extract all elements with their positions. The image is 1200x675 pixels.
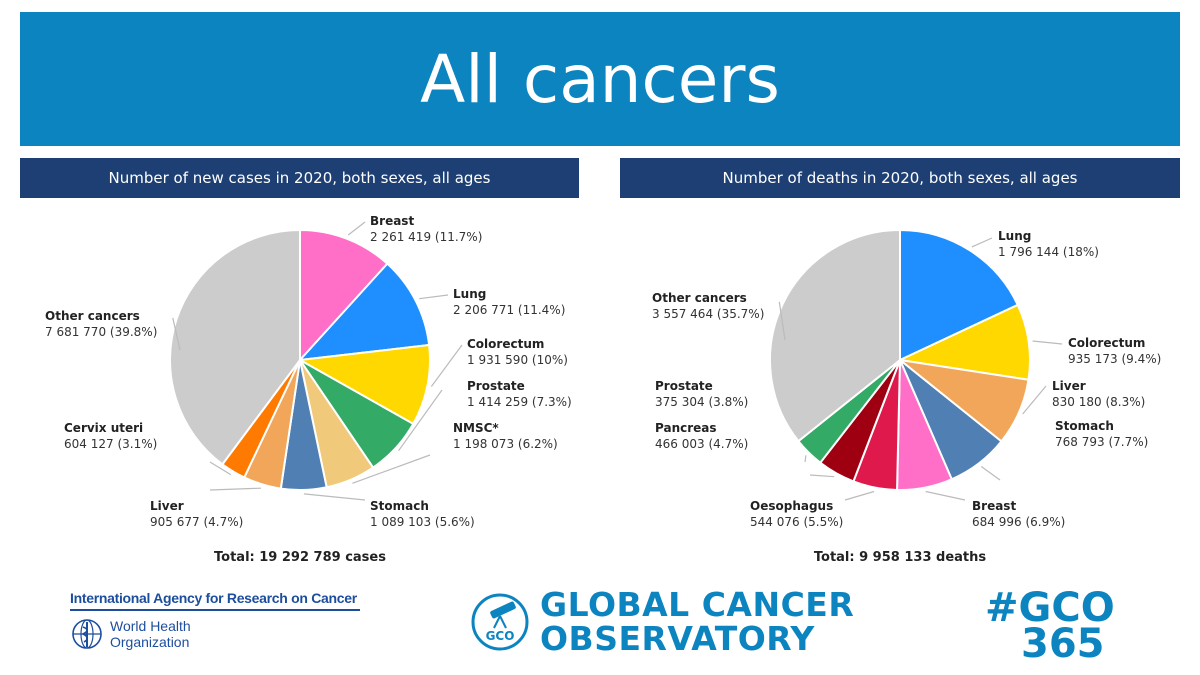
- leader-line-pancreas: [809, 474, 835, 478]
- page-title: All cancers: [420, 40, 780, 118]
- leader-line-breast: [347, 221, 366, 236]
- leader-line-nmsc: [352, 454, 431, 484]
- slice-label-lung: Lung: [453, 287, 486, 301]
- gco-line-2: OBSERVATORY: [540, 619, 815, 658]
- leader-line-liver: [1022, 385, 1047, 415]
- slice-label-cervix-uteri: Cervix uteri: [64, 421, 143, 435]
- leader-line-other-cancers: [778, 301, 786, 341]
- leader-line-stomach: [980, 466, 1001, 481]
- slice-value-oesophagus: 544 076 (5.5%): [750, 515, 843, 529]
- leader-line-prostate: [804, 455, 807, 463]
- slice-value-liver: 830 180 (8.3%): [1052, 395, 1145, 409]
- slice-value-nmsc: 1 198 073 (6.2%): [453, 437, 558, 451]
- new-cases-total: Total: 19 292 789 cases: [214, 550, 386, 565]
- leader-line-breast: [925, 490, 966, 501]
- hashtag-line-2: 365: [1021, 621, 1105, 667]
- iarc-who-logo: International Agency for Research on Can…: [70, 590, 360, 651]
- slice-value-stomach: 768 793 (7.7%): [1055, 435, 1148, 449]
- title-banner: All cancers: [20, 12, 1180, 146]
- slice-label-liver: Liver: [150, 499, 184, 513]
- pie-slice-lung: [899, 228, 1020, 362]
- gco-logo: GCO GLOBAL CANCER OBSERVATORY: [470, 588, 854, 656]
- slice-label-prostate: Prostate: [467, 379, 525, 393]
- new-cases-header: Number of new cases in 2020, both sexes,…: [20, 158, 579, 198]
- slice-value-liver: 905 677 (4.7%): [150, 515, 243, 529]
- pie-slice-lung: [297, 262, 431, 362]
- slice-label-breast: Breast: [972, 499, 1016, 513]
- pie-slice-colorectum: [896, 303, 1031, 381]
- gco-line-1: GLOBAL CANCER: [540, 585, 855, 624]
- slice-label-prostate: Prostate: [655, 379, 713, 393]
- slice-value-prostate: 375 304 (3.8%): [655, 395, 748, 409]
- pie-slice-other-cancers: [168, 228, 301, 466]
- slice-label-nmsc: NMSC*: [453, 421, 499, 435]
- slice-label-other-cancers: Other cancers: [652, 291, 747, 305]
- slice-label-stomach: Stomach: [370, 499, 429, 513]
- leader-line-prostate: [398, 389, 443, 452]
- slice-value-other-cancers: 3 557 464 (35.7%): [652, 307, 764, 321]
- slice-label-breast: Breast: [370, 214, 414, 228]
- leader-line-colorectum: [1032, 340, 1063, 345]
- hashtag-line-1: #GCO: [985, 585, 1115, 631]
- iarc-name: International Agency for Research on Can…: [70, 590, 360, 611]
- deaths-header: Number of deaths in 2020, both sexes, al…: [620, 158, 1180, 198]
- slice-label-colorectum: Colorectum: [1068, 336, 1145, 350]
- slice-value-other-cancers: 7 681 770 (39.8%): [45, 325, 157, 339]
- slice-value-stomach: 1 089 103 (5.6%): [370, 515, 475, 529]
- new-cases-pie-chart: Breast 2 261 419 (11.7%) Lung 2 206 771 (11…: [45, 214, 572, 529]
- leader-line-stomach: [303, 493, 366, 501]
- slice-label-colorectum: Colorectum: [467, 337, 544, 351]
- pie-slice-other-cancers: [769, 228, 901, 443]
- pie-slice-breast: [299, 228, 389, 363]
- leader-line-oesophagus: [844, 490, 875, 501]
- slice-label-liver: Liver: [1052, 379, 1086, 393]
- pie-slice-colorectum: [296, 343, 431, 426]
- leader-line-cervix-uteri: [209, 461, 232, 476]
- deaths-pie-chart: Lung 1 796 144 (18%) Colorectum 935 173 (9.…: [652, 228, 1161, 529]
- gco-badge-text: GCO: [486, 629, 515, 643]
- gco-telescope-icon: GCO: [471, 593, 529, 651]
- slice-value-colorectum: 1 931 590 (10%): [467, 353, 568, 367]
- slice-value-prostate: 1 414 259 (7.3%): [467, 395, 572, 409]
- slice-value-cervix-uteri: 604 127 (3.1%): [64, 437, 157, 451]
- slice-label-other-cancers: Other cancers: [45, 309, 140, 323]
- slice-value-breast: 2 261 419 (11.7%): [370, 230, 482, 244]
- who-logo: World Health Organization: [70, 617, 360, 651]
- gco365-hashtag: #GCO 365: [985, 585, 1115, 667]
- slice-label-stomach: Stomach: [1055, 419, 1114, 433]
- leader-line-lung: [971, 237, 993, 248]
- slice-label-oesophagus: Oesophagus: [750, 499, 833, 513]
- leader-line-other-cancers: [172, 317, 181, 351]
- who-emblem-icon: [72, 619, 102, 649]
- slice-value-colorectum: 935 173 (9.4%): [1068, 352, 1161, 366]
- who-line-2: Organization: [110, 634, 190, 650]
- leader-line-liver: [209, 487, 262, 491]
- deaths-total: Total: 9 958 133 deaths: [813, 550, 987, 565]
- slice-value-pancreas: 466 003 (4.7%): [655, 437, 748, 451]
- slice-label-pancreas: Pancreas: [655, 421, 717, 435]
- slice-value-lung: 1 796 144 (18%): [998, 245, 1099, 259]
- leader-line-lung: [419, 294, 449, 300]
- who-line-1: World Health: [110, 618, 191, 634]
- slice-value-breast: 684 996 (6.9%): [972, 515, 1065, 529]
- leader-line-colorectum: [430, 344, 463, 387]
- slice-label-lung: Lung: [998, 229, 1031, 243]
- slice-value-lung: 2 206 771 (11.4%): [453, 303, 565, 317]
